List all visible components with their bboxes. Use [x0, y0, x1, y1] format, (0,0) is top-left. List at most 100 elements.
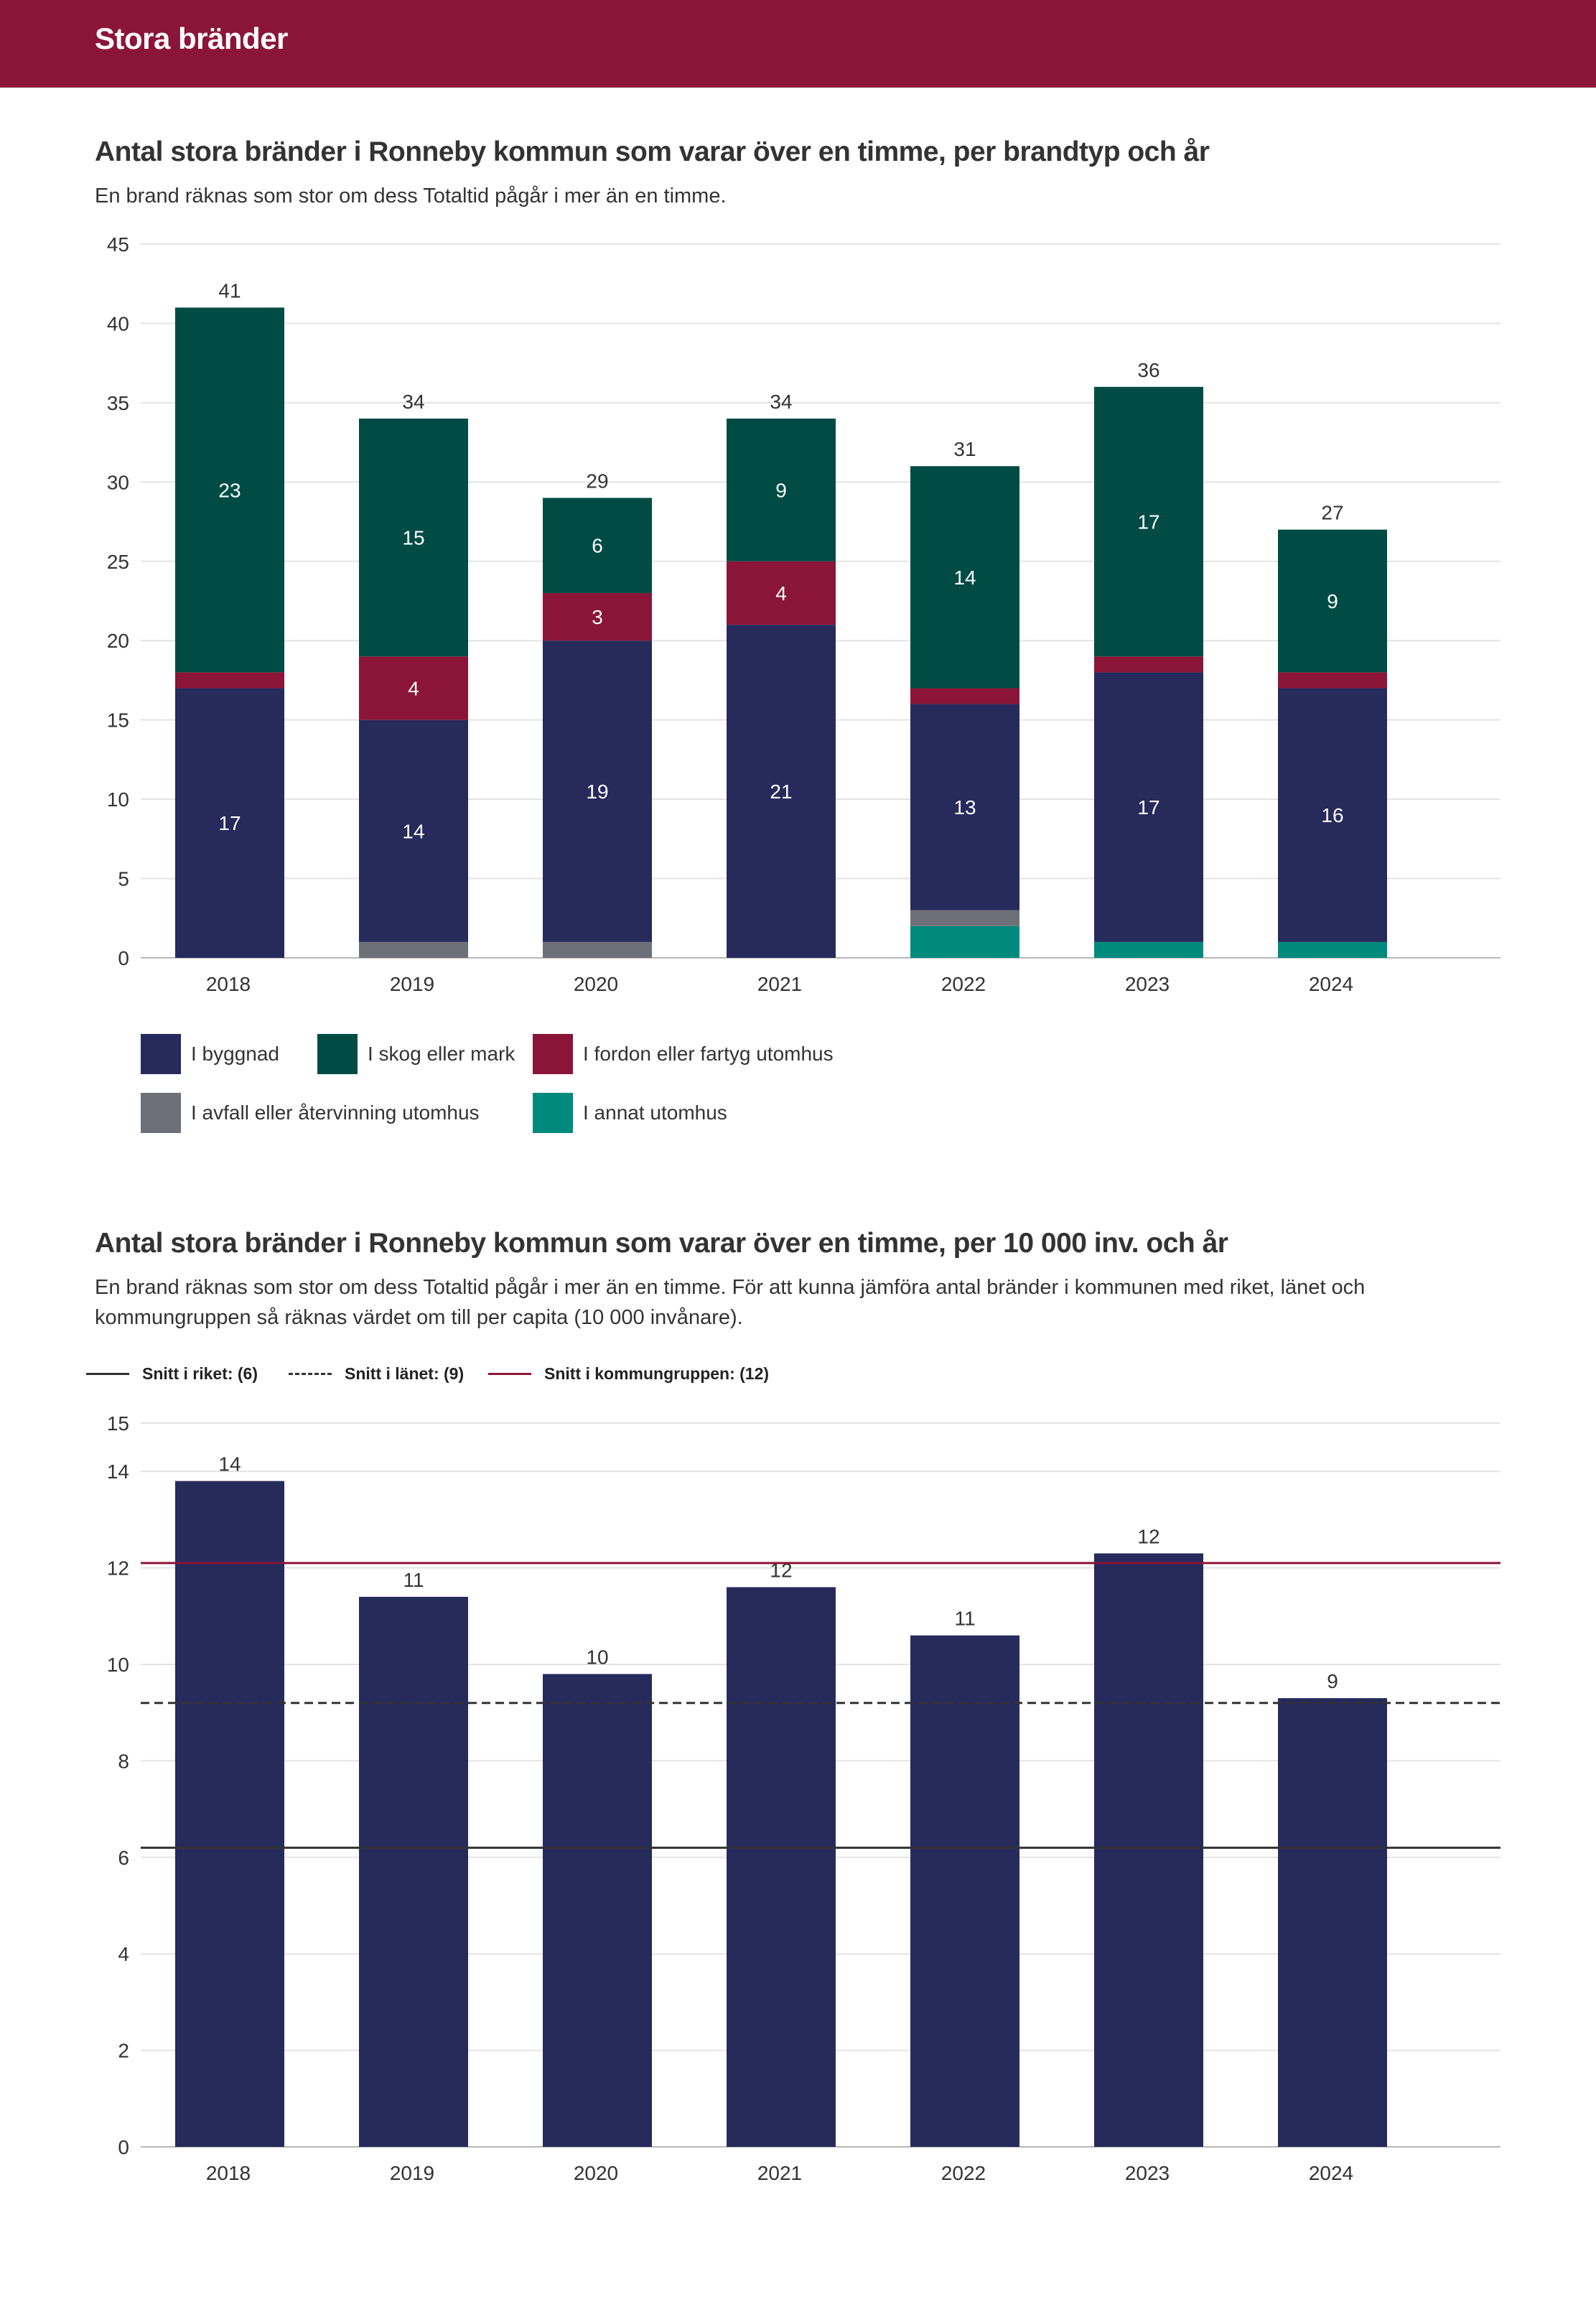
bar-segment	[359, 719, 468, 942]
bar-segment	[910, 910, 1019, 926]
bar	[727, 1587, 836, 2147]
bar-segment	[910, 704, 1019, 910]
legend-swatch	[317, 1034, 358, 1074]
y-tick-label: 25	[107, 551, 129, 573]
x-tick-label: 2020	[574, 973, 618, 995]
y-tick-label: 14	[107, 1460, 129, 1483]
bar-segment	[1094, 941, 1203, 958]
segment-value-label: 14	[402, 820, 424, 842]
legend-swatch	[141, 1034, 181, 1074]
total-value-label: 34	[770, 391, 792, 413]
header-bar	[0, 0, 1596, 88]
bar-segment	[910, 926, 1019, 958]
legend-line-solid	[86, 1373, 129, 1375]
legend-label: Snitt i länet: (9)	[345, 1364, 465, 1383]
bar-segment	[543, 941, 652, 958]
total-value-label: 34	[402, 391, 424, 413]
legend-label: I skog eller mark	[368, 1043, 515, 1065]
page-title: Stora bränder	[95, 22, 288, 55]
total-value-label: 36	[1137, 359, 1159, 381]
y-tick-label: 12	[107, 1557, 129, 1580]
legend-swatch	[533, 1093, 573, 1133]
x-tick-label: 2023	[1125, 2162, 1170, 2184]
legend-item-annat: I annat utomhus	[533, 1093, 727, 1133]
segment-value-label: 14	[953, 567, 976, 589]
bar-value-label: 9	[1327, 1670, 1338, 1692]
segment-value-label: 19	[586, 780, 608, 803]
y-tick-label: 6	[118, 1847, 129, 1869]
bar	[359, 1596, 468, 2147]
legend-item-byggnad: I byggnad	[141, 1034, 279, 1074]
bar-value-label: 11	[954, 1608, 975, 1630]
x-tick-label: 2018	[206, 2162, 251, 2184]
total-value-label: 29	[586, 470, 608, 492]
x-tick-label: 2024	[1309, 2162, 1353, 2184]
bar-segment	[1278, 941, 1387, 958]
segment-value-label: 23	[218, 479, 241, 501]
segment-value-label: 16	[1321, 804, 1343, 826]
chart1-subtitle: En brand räknas som stor om dess Totalti…	[95, 185, 727, 208]
y-tick-label: 0	[118, 2136, 129, 2158]
stacked-bar-chart: 0510152025303540451723412018144153420191…	[107, 233, 1501, 995]
bar-segment	[1278, 672, 1387, 689]
x-tick-label: 2021	[757, 2162, 802, 2184]
y-tick-label: 30	[107, 471, 129, 493]
y-tick-label: 40	[107, 312, 129, 335]
bar-segment	[727, 625, 836, 958]
y-tick-label: 0	[118, 947, 129, 969]
segment-value-label: 21	[770, 780, 792, 803]
y-tick-label: 35	[107, 392, 129, 414]
legend-swatch	[533, 1034, 573, 1074]
chart2-title: Antal stora bränder i Ronneby kommun som…	[95, 1228, 1228, 1259]
segment-value-label: 9	[775, 479, 787, 501]
segment-value-label: 6	[592, 535, 603, 557]
segment-value-label: 15	[402, 527, 424, 549]
bar-segment	[1278, 529, 1387, 673]
legend-item-lanet: Snitt i länet: (9)	[289, 1364, 464, 1384]
bar	[175, 1481, 284, 2147]
legend-label: Snitt i riket: (6)	[142, 1364, 258, 1383]
x-tick-label: 2021	[757, 973, 802, 995]
chart2-subtitle: En brand räknas som stor om dess Totalti…	[95, 1276, 1366, 1329]
bar-segment	[359, 941, 468, 958]
bar-segment	[359, 656, 468, 720]
legend-item-fordon: I fordon eller fartyg utomhus	[533, 1034, 834, 1074]
segment-value-label: 13	[953, 796, 976, 819]
bar-value-label: 12	[1137, 1525, 1159, 1547]
bar-segment	[727, 561, 836, 625]
bar-segment	[543, 640, 652, 942]
y-tick-label: 10	[107, 1654, 129, 1676]
y-tick-label: 15	[107, 709, 129, 732]
bar-segment	[175, 672, 284, 689]
bar-segment	[175, 688, 284, 958]
y-tick-label: 20	[107, 630, 129, 652]
x-tick-label: 2018	[206, 973, 251, 995]
bar-segment	[1094, 386, 1203, 657]
y-tick-label: 8	[118, 1750, 129, 1772]
total-value-label: 31	[953, 438, 976, 460]
bar-segment	[359, 418, 468, 657]
legend-item-skog: I skog eller mark	[317, 1034, 515, 1074]
x-tick-label: 2019	[390, 973, 434, 995]
bar-segment	[727, 418, 836, 561]
x-tick-label: 2022	[941, 2162, 986, 2184]
x-tick-label: 2019	[390, 2162, 434, 2184]
bar-segment	[1278, 688, 1387, 942]
y-tick-label: 4	[118, 1943, 129, 1965]
y-tick-label: 45	[107, 233, 129, 256]
segment-value-label: 17	[1137, 511, 1159, 533]
bar-segment	[1094, 672, 1203, 942]
total-value-label: 41	[218, 279, 241, 302]
segment-value-label: 17	[1137, 796, 1159, 819]
bar	[1094, 1553, 1203, 2147]
segment-value-label: 9	[1327, 590, 1338, 612]
legend-label: I fordon eller fartyg utomhus	[583, 1043, 834, 1065]
legend-item-kommungrupp: Snitt i kommungruppen: (12)	[488, 1364, 769, 1384]
bar-segment	[543, 498, 652, 593]
segment-value-label: 3	[592, 606, 603, 628]
bar-value-label: 14	[218, 1453, 241, 1476]
total-value-label: 27	[1321, 502, 1343, 524]
legend-label: I annat utomhus	[583, 1101, 727, 1124]
legend-item-avfall: I avfall eller återvinning utomhus	[141, 1093, 480, 1133]
